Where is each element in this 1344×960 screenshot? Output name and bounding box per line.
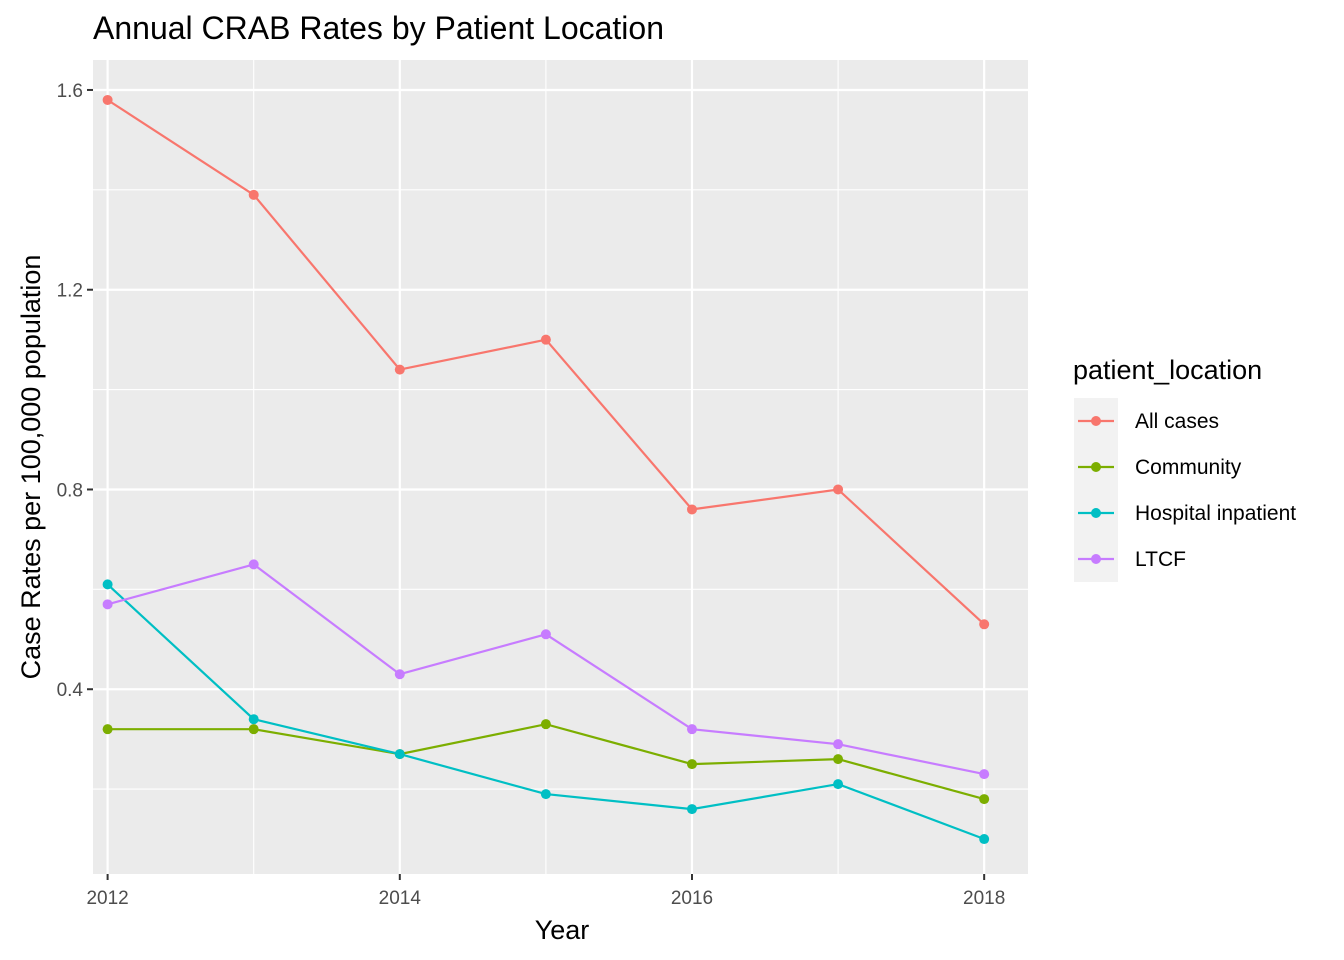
data-point-all-cases <box>540 334 551 345</box>
data-point-ltcf <box>686 724 697 735</box>
legend-item-all-cases: All cases <box>1078 410 1219 433</box>
y-axis-ticks: 0.4 0.8 1.2 1.6 <box>57 81 93 701</box>
data-point-hospital-inpatient <box>979 834 990 845</box>
legend-label: LTCF <box>1135 548 1186 571</box>
data-point-all-cases <box>394 364 405 375</box>
legend-items: All cases Community Hospital inpatient LTCF <box>1078 410 1296 571</box>
series-group <box>102 94 990 845</box>
chart-title: Annual CRAB Rates by Patient Location <box>93 10 664 46</box>
series-all-cases <box>102 94 990 630</box>
grid-major <box>93 60 1028 874</box>
y-tick-label: 1.2 <box>57 281 83 302</box>
x-tick-label: 2014 <box>379 888 422 909</box>
legend-item-community: Community <box>1078 456 1242 479</box>
data-point-ltcf <box>102 599 113 610</box>
data-point-all-cases <box>686 504 697 515</box>
legend-item-ltcf: LTCF <box>1078 548 1186 571</box>
data-point-all-cases <box>979 619 990 630</box>
legend-label: All cases <box>1135 410 1219 433</box>
legend-item-hospital-inpatient: Hospital inpatient <box>1078 502 1296 525</box>
data-point-ltcf <box>833 739 844 750</box>
y-axis-title: Case Rates per 100,000 population <box>16 255 46 680</box>
legend-key-point <box>1091 554 1101 564</box>
data-point-ltcf <box>979 769 990 780</box>
legend-label: Community <box>1135 456 1242 479</box>
data-point-community <box>979 794 990 805</box>
series-hospital-inpatient <box>102 579 990 845</box>
legend-label: Hospital inpatient <box>1135 502 1296 525</box>
data-point-hospital-inpatient <box>540 789 551 800</box>
data-point-ltcf <box>394 669 405 680</box>
legend-key-background <box>1074 398 1118 582</box>
legend-key-point <box>1091 416 1101 426</box>
data-point-hospital-inpatient <box>833 779 844 790</box>
data-point-community <box>686 759 697 770</box>
data-point-ltcf <box>248 559 259 570</box>
data-point-community <box>540 719 551 730</box>
data-point-community <box>833 754 844 765</box>
data-point-all-cases <box>248 189 259 200</box>
x-axis-ticks: 2012 2014 2016 2018 <box>86 874 1005 909</box>
x-tick-label: 2012 <box>86 888 128 909</box>
data-point-all-cases <box>102 94 113 105</box>
data-point-community <box>102 724 113 735</box>
x-axis-title: Year <box>535 915 590 945</box>
grid-minor <box>93 60 1028 874</box>
y-tick-label: 0.8 <box>57 480 83 501</box>
x-tick-label: 2016 <box>671 888 713 909</box>
legend: patient_location All cases Community Hospi… <box>1073 355 1296 582</box>
y-tick-label: 0.4 <box>57 680 84 701</box>
data-point-hospital-inpatient <box>102 579 113 590</box>
data-point-hospital-inpatient <box>248 714 259 725</box>
legend-title: patient_location <box>1073 355 1262 385</box>
legend-key-point <box>1091 462 1101 472</box>
data-point-hospital-inpatient <box>394 749 405 760</box>
data-point-all-cases <box>833 484 844 495</box>
data-point-hospital-inpatient <box>686 804 697 815</box>
legend-key-point <box>1091 508 1101 518</box>
data-point-ltcf <box>540 629 551 640</box>
data-point-community <box>248 724 259 735</box>
y-tick-label: 1.6 <box>57 81 83 102</box>
x-tick-label: 2018 <box>963 888 1005 909</box>
series-ltcf <box>102 559 990 780</box>
